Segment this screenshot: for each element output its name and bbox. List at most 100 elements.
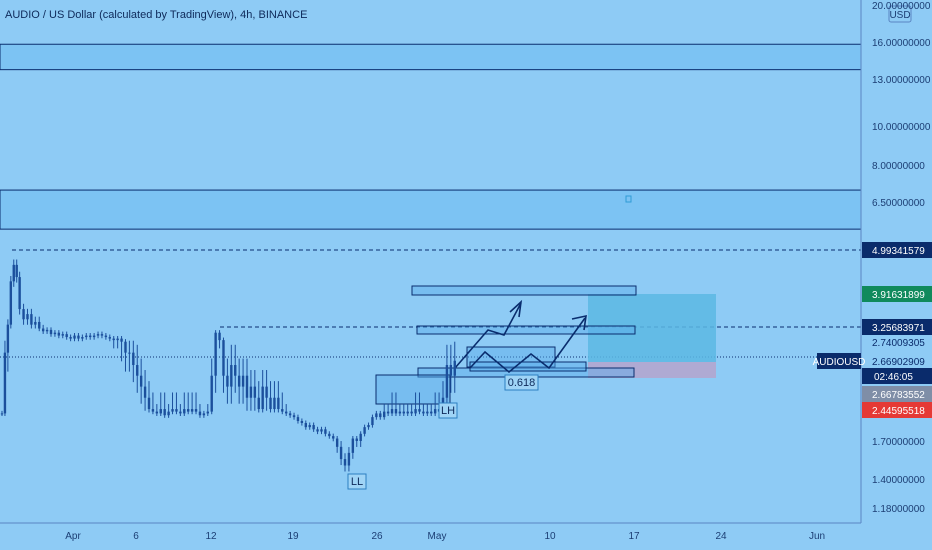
annotation-label: LH bbox=[441, 405, 455, 417]
time-tick-label: 24 bbox=[715, 531, 727, 542]
candle-body bbox=[335, 438, 339, 447]
candle-body bbox=[155, 411, 159, 414]
candle-body bbox=[124, 341, 127, 353]
candle-body bbox=[218, 332, 221, 341]
annotation-box bbox=[504, 374, 539, 391]
candle-body bbox=[367, 425, 370, 428]
candle-body bbox=[343, 459, 347, 466]
candle-body bbox=[147, 397, 151, 410]
candle-body bbox=[418, 409, 421, 412]
drawn-box-1 bbox=[411, 285, 637, 296]
small-marker bbox=[625, 195, 632, 203]
candle-body bbox=[190, 409, 194, 412]
candle-body bbox=[206, 411, 209, 414]
price-badge bbox=[862, 319, 932, 335]
candle-body bbox=[92, 335, 96, 338]
price-tick-label: 1.40000000 bbox=[872, 475, 925, 486]
candle-body bbox=[328, 433, 331, 437]
candle-body bbox=[449, 365, 453, 376]
candle-body bbox=[139, 375, 143, 387]
time-tick-label: Apr bbox=[65, 531, 81, 542]
candle-body bbox=[108, 337, 111, 339]
zone-2 bbox=[0, 189, 862, 230]
candle-body bbox=[104, 335, 108, 338]
candle-body bbox=[445, 365, 449, 398]
candle-body bbox=[249, 386, 253, 398]
price-badge-label: 2.66783552 bbox=[872, 390, 925, 401]
arrow-head-2 bbox=[571, 314, 587, 331]
annotations: LL LH 0.618 bbox=[347, 374, 539, 490]
time-axis: Apr 6 12 19 26 May 10 17 24 Jun bbox=[0, 522, 861, 542]
candle-body bbox=[265, 386, 268, 398]
candle-body bbox=[453, 360, 456, 376]
candle-body bbox=[96, 334, 100, 336]
target-zone bbox=[588, 294, 716, 362]
candle-body bbox=[41, 328, 45, 332]
candle-body bbox=[100, 334, 104, 336]
price-levels bbox=[0, 249, 861, 358]
candle-body bbox=[159, 409, 162, 414]
candle-body bbox=[179, 411, 182, 414]
candle-body bbox=[351, 438, 355, 453]
candle-body bbox=[304, 422, 307, 428]
candle-body bbox=[116, 338, 119, 341]
price-tick-label: 1.70000000 bbox=[872, 437, 925, 448]
time-tick-label: May bbox=[428, 531, 447, 542]
price-badge bbox=[862, 242, 932, 258]
candle-body bbox=[237, 375, 241, 387]
candle-body bbox=[406, 411, 409, 414]
time-tick-label: 26 bbox=[371, 531, 383, 542]
candle-body bbox=[57, 332, 61, 336]
candle-body bbox=[234, 365, 237, 376]
candle-body bbox=[128, 352, 131, 354]
candle-body bbox=[433, 409, 437, 414]
stop-zone bbox=[588, 362, 716, 378]
candle-body bbox=[81, 337, 84, 339]
candle-body bbox=[61, 334, 64, 336]
time-tick-label: 17 bbox=[628, 531, 640, 542]
candle-body bbox=[12, 264, 15, 282]
candle-body bbox=[363, 427, 366, 434]
candle-body bbox=[375, 413, 378, 418]
candle-body bbox=[202, 413, 206, 416]
time-tick-label: 12 bbox=[205, 531, 217, 542]
candle-body bbox=[253, 386, 257, 398]
candle-body bbox=[85, 335, 88, 338]
symbol-badge bbox=[817, 353, 861, 369]
candle-body bbox=[269, 397, 272, 410]
candle-body bbox=[226, 375, 229, 387]
candle-body bbox=[222, 340, 225, 376]
annotation-label: 0.618 bbox=[508, 377, 536, 389]
candle-body bbox=[355, 438, 358, 441]
time-tick-label: 19 bbox=[287, 531, 299, 542]
candle-body bbox=[136, 365, 139, 376]
drawn-box-2 bbox=[416, 325, 636, 335]
candle-body bbox=[277, 397, 280, 410]
candle-body bbox=[312, 425, 315, 430]
candle-body bbox=[9, 281, 13, 325]
long-position-tool bbox=[588, 294, 716, 378]
candle-body bbox=[49, 329, 53, 335]
candle-body bbox=[89, 335, 92, 338]
candle-body bbox=[175, 409, 178, 412]
candle-body bbox=[422, 411, 425, 414]
candle-body bbox=[402, 411, 405, 414]
countdown-badge bbox=[862, 368, 932, 384]
price-badge-label: 3.25683971 bbox=[872, 323, 925, 334]
time-tick-label: 10 bbox=[544, 531, 556, 542]
candle-body bbox=[167, 411, 170, 416]
horizontal-zones bbox=[0, 43, 862, 230]
candle-body bbox=[163, 409, 166, 416]
time-tick-label: 6 bbox=[133, 531, 139, 542]
drawings bbox=[375, 285, 637, 405]
chart-title: AUDIO / US Dollar (calculated by Trading… bbox=[5, 9, 308, 21]
candle-body bbox=[45, 329, 49, 332]
drawn-box-6 bbox=[469, 361, 587, 372]
candle-body bbox=[22, 309, 25, 320]
candle-body bbox=[339, 446, 343, 460]
candle-body bbox=[324, 429, 327, 434]
price-badge-label: 4.99341579 bbox=[872, 246, 925, 257]
candle-body bbox=[18, 277, 21, 310]
